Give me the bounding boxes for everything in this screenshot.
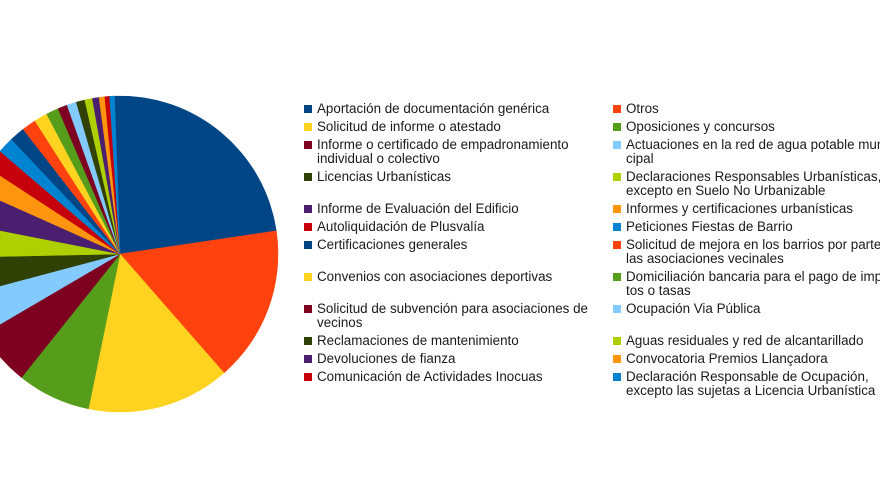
legend-item-3: Solicitud de informe o atestado xyxy=(304,120,501,134)
pie-slice-2 xyxy=(119,230,279,374)
legend-item-17: Solicitud de subvención para asociacione… xyxy=(304,302,588,330)
legend-label: Licencias Urbanísticas xyxy=(317,169,451,184)
legend-item-24: Declaración Responsable de Ocupación, ex… xyxy=(613,370,875,398)
legend-item-15: Convenios con asociaciones deportivas xyxy=(304,270,552,284)
legend-item-8: Declaraciones Responsables Urbanísticas,… xyxy=(613,170,880,198)
legend-label: Certificaciones generales xyxy=(317,237,468,252)
legend-swatch xyxy=(304,123,312,131)
legend-label: Informes y certificaciones urbanísticas xyxy=(626,201,853,216)
legend-label: Autoliquidación de Plusvalía xyxy=(317,219,485,234)
legend-swatch xyxy=(613,105,621,113)
legend-label: Peticiones Fiestas de Barrio xyxy=(626,219,793,234)
pie-slice-24 xyxy=(109,95,121,255)
legend-label: Declaraciones Responsables Urbanísticas,… xyxy=(626,169,880,198)
legend-label: Aportación de documentación genérica xyxy=(317,102,550,116)
legend-swatch xyxy=(613,305,621,313)
legend-item-6: Actuaciones en la red de agua potable mu… xyxy=(613,138,880,166)
legend-label: Ocupación Via Pública xyxy=(626,301,761,316)
legend-label: Reclamaciones de mantenimiento xyxy=(317,333,519,348)
legend-label: Solicitud de subvención para asociacione… xyxy=(317,301,588,330)
legend-item-20: Aguas residuales y red de alcantarillado xyxy=(613,334,863,348)
legend-label: Actuaciones en la red de agua potable mu… xyxy=(626,137,880,166)
legend-swatch xyxy=(304,105,312,113)
pie-slice-6 xyxy=(0,253,121,325)
legend-item-1: Aportación de documentación genérica xyxy=(304,102,549,116)
pie-slice-8 xyxy=(0,230,121,257)
legend-swatch xyxy=(613,205,621,213)
legend-label: Solicitud de informe o atestado xyxy=(317,119,501,134)
legend-item-21: Devoluciones de fianza xyxy=(304,352,455,366)
pie-slice-1 xyxy=(114,95,277,255)
legend-item-14: Solicitud de mejora en los barrios por p… xyxy=(613,238,880,266)
legend-swatch xyxy=(304,141,312,149)
legend-swatch xyxy=(304,305,312,313)
legend-swatch xyxy=(613,355,621,363)
legend-swatch xyxy=(304,173,312,181)
legend-swatch xyxy=(613,273,621,281)
legend-swatch xyxy=(613,141,621,149)
legend-label: Oposiciones y concursos xyxy=(626,119,775,134)
legend-item-23: Comunicación de Actividades Inocuas xyxy=(304,370,543,384)
legend-label: Domiciliación bancaria para el pago de i… xyxy=(626,269,880,298)
legend-swatch xyxy=(304,223,312,231)
pie-slice-5 xyxy=(0,253,121,378)
legend-swatch xyxy=(613,373,621,381)
legend-label: Aguas residuales y red de alcantarillado xyxy=(626,333,864,348)
legend-swatch xyxy=(304,205,312,213)
legend-swatch xyxy=(304,355,312,363)
legend-item-10: Informes y certificaciones urbanísticas xyxy=(613,202,853,216)
legend-label: Informe de Evaluación del Edificio xyxy=(317,201,519,216)
legend-item-19: Reclamaciones de mantenimiento xyxy=(304,334,519,348)
legend-label: Devoluciones de fianza xyxy=(317,351,456,366)
legend-item-5: Informe o certificado de empadronamiento… xyxy=(304,138,569,166)
legend-item-7: Licencias Urbanísticas xyxy=(304,170,451,184)
legend-label: Comunicación de Actividades Inocuas xyxy=(317,369,543,384)
legend: Aportación de documentación genérica Otro… xyxy=(304,102,880,402)
legend-item-16: Domiciliación bancaria para el pago de i… xyxy=(613,270,880,298)
legend-item-11: Autoliquidación de Plusvalía xyxy=(304,220,485,234)
legend-item-22: Convocatoria Premios Llançadora xyxy=(613,352,828,366)
legend-item-13: Certificaciones generales xyxy=(304,238,467,252)
legend-swatch xyxy=(613,173,621,181)
legend-swatch xyxy=(613,223,621,231)
legend-item-12: Peticiones Fiestas de Barrio xyxy=(613,220,793,234)
pie-slice-3 xyxy=(88,253,225,413)
legend-item-2: Otros xyxy=(613,102,659,116)
legend-item-18: Ocupación Via Pública xyxy=(613,302,761,316)
legend-label: Solicitud de mejora en los barrios por p… xyxy=(626,237,880,266)
legend-label: Otros xyxy=(626,102,659,116)
legend-label: Convenios con asociaciones deportivas xyxy=(317,269,553,284)
legend-swatch xyxy=(613,337,621,345)
legend-item-4: Oposiciones y concursos xyxy=(613,120,775,134)
legend-swatch xyxy=(613,123,621,131)
legend-item-9: Informe de Evaluación del Edificio xyxy=(304,202,519,216)
legend-label: Convocatoria Premios Llançadora xyxy=(626,351,828,366)
legend-label: Declaración Responsable de Ocupación, ex… xyxy=(626,369,876,398)
legend-swatch xyxy=(304,337,312,345)
legend-swatch xyxy=(304,241,312,249)
pie-slice-7 xyxy=(0,253,121,287)
legend-swatch xyxy=(304,373,312,381)
legend-swatch xyxy=(304,273,312,281)
legend-swatch xyxy=(613,241,621,249)
legend-label: Informe o certificado de empadronamiento… xyxy=(317,137,569,166)
